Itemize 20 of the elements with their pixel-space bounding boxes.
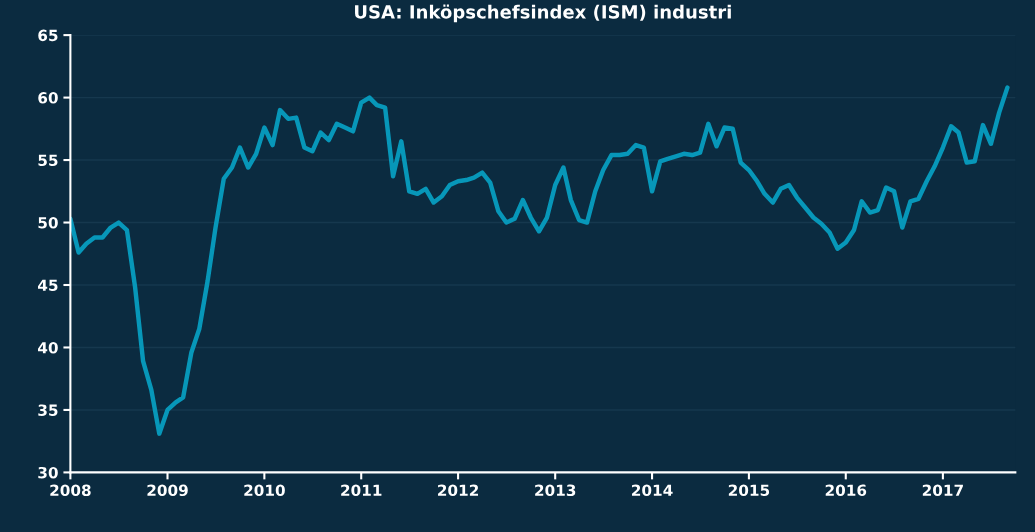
y-tick-label: 45 [38,279,58,292]
x-tick-label: 2009 [147,484,188,497]
x-tick-label: 2017 [922,484,963,497]
y-tick-label: 40 [38,341,58,354]
y-tick-label: 55 [38,154,58,167]
chart-title: USA: Inköpschefsindex (ISM) industri [355,4,731,23]
line-series [70,85,1010,436]
x-tick-label: 2011 [341,484,382,497]
y-tick-label: 30 [38,466,58,479]
x-tick-label: 2010 [244,484,285,497]
x-tick-label: 2008 [50,484,91,497]
y-tick-label: 50 [38,216,58,229]
x-tick-label: 2015 [728,484,770,497]
x-tick-label: 2014 [632,484,673,497]
x-tick-label: 2013 [535,484,576,497]
y-tick-label: 60 [38,92,58,104]
y-tick-label: 35 [38,404,58,416]
x-tick-label: 2012 [438,484,479,497]
y-tick-label: 65 [38,29,58,42]
x-tick-label: 2016 [825,484,867,497]
